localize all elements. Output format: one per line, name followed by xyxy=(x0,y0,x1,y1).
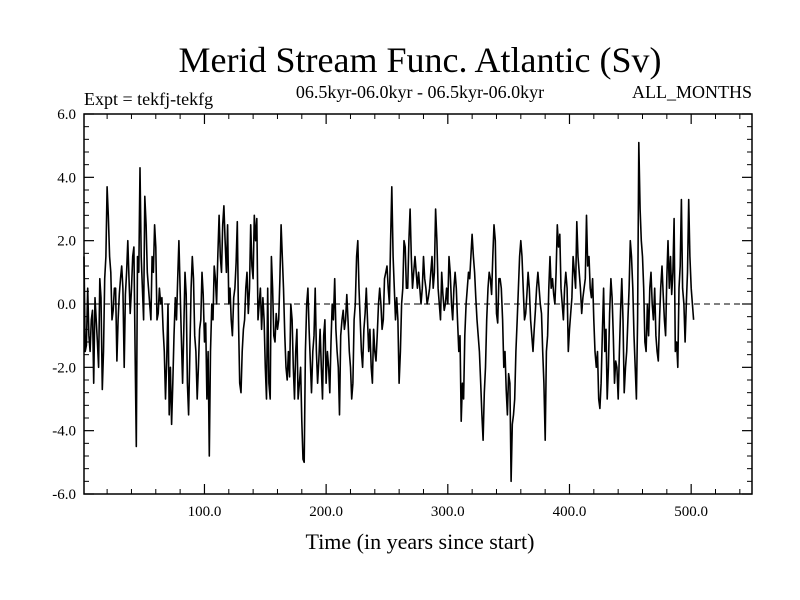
x-tick-label: 100.0 xyxy=(188,504,222,520)
y-tick-label: -2.0 xyxy=(52,360,76,376)
x-tick-label: 300.0 xyxy=(431,504,465,520)
y-tick-label: 6.0 xyxy=(57,107,76,123)
y-tick-label: 2.0 xyxy=(57,234,76,250)
chart-subtitle-right: ALL_MONTHS xyxy=(632,82,752,102)
x-axis-label: Time (in years since start) xyxy=(306,529,535,554)
x-tick-label: 200.0 xyxy=(309,504,343,520)
y-tick-label: 0.0 xyxy=(57,297,76,313)
chart-subtitle-center: 06.5kyr-06.0kyr - 06.5kyr-06.0kyr xyxy=(296,82,544,102)
y-tick-label: -6.0 xyxy=(52,487,76,503)
series-line xyxy=(83,141,695,483)
chart-title: Merid Stream Func. Atlantic (Sv) xyxy=(179,40,662,80)
y-tick-label: 4.0 xyxy=(57,170,76,186)
chart-subtitle-left: Expt = tekfj-tekfg xyxy=(84,89,213,109)
x-tick-label: 500.0 xyxy=(674,504,708,520)
x-tick-label: 400.0 xyxy=(553,504,587,520)
y-tick-label: -4.0 xyxy=(52,424,76,440)
plot-area: 100.0 200.0 300.0 400.0 500.0 -6.0 -4.0 -2.0 0.0… xyxy=(52,107,753,520)
